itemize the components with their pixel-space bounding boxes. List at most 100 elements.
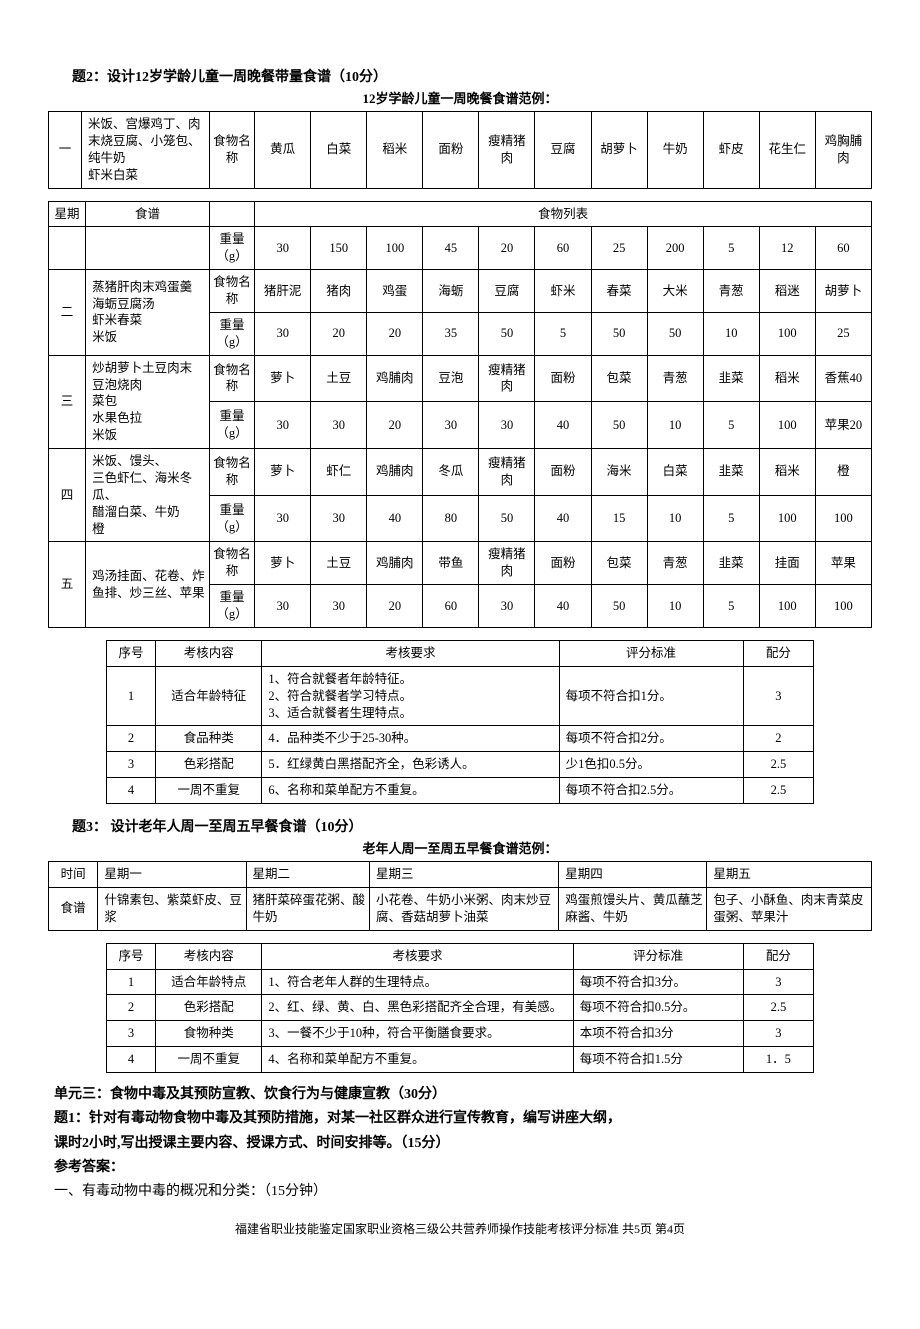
menu-cell: 包子、小酥鱼、肉末青菜皮蛋粥、苹果汁 [707, 887, 872, 930]
food-cell: 瘦精猪肉 [479, 112, 535, 189]
food-cell: 萝卜 [255, 355, 311, 402]
score-cell: 一周不重复 [156, 1047, 262, 1073]
weight-cell: 30 [255, 495, 311, 542]
table-row: 二蒸猪肝肉末鸡蛋羹 海蛎豆腐汤 虾米春菜 米饭食物名称猪肝泥猪肉鸡蛋海蛎豆腐虾米… [49, 270, 872, 313]
q3-title: 题3： 设计老年人周一至周五早餐食谱（10分） [72, 816, 872, 836]
score-cell: 每项不符合扣0.5分。 [573, 995, 743, 1021]
day-cell: 三 [49, 355, 86, 448]
score-cell: 适合年龄特征 [156, 666, 262, 726]
weight-cell: 20 [367, 312, 423, 355]
food-cell: 虾仁 [311, 449, 367, 496]
th: 星期一 [98, 862, 246, 888]
score-cell: 3 [743, 969, 814, 995]
score-cell: 5．红绿黄白黑搭配齐全，色彩诱人。 [262, 752, 559, 778]
weight-label: 重量（g） [209, 227, 254, 270]
th: 考核内容 [156, 640, 262, 666]
th: 考核要求 [262, 640, 559, 666]
food-cell: 稻米 [759, 449, 815, 496]
weight-cell: 20 [311, 312, 367, 355]
score-cell: 色彩搭配 [156, 995, 262, 1021]
food-cell: 花生仁 [759, 112, 815, 189]
food-cell: 稻米 [759, 355, 815, 402]
table-header-row: 星期 食谱 食物列表 [49, 201, 872, 227]
food-cell: 海米 [591, 449, 647, 496]
weight-cell: 100 [759, 312, 815, 355]
empty-cell [49, 227, 86, 270]
q2-title: 题2：设计12岁学龄儿童一周晚餐带量食谱（10分） [72, 66, 872, 86]
weight-cell: 100 [815, 585, 871, 628]
menu-cell: 猪肝菜碎蛋花粥、酸牛奶 [246, 887, 369, 930]
weight-cell: 苹果20 [815, 402, 871, 449]
food-cell: 豆腐 [479, 270, 535, 313]
weight-cell: 40 [535, 495, 591, 542]
weight-cell: 100 [367, 227, 423, 270]
weight-cell: 20 [367, 402, 423, 449]
food-cell: 青葱 [647, 542, 703, 585]
food-cell: 面粉 [535, 355, 591, 402]
food-cell: 萝卜 [255, 449, 311, 496]
table-row: 四米饭、馒头、 三色虾仁、海米冬瓜、 醋溜白菜、牛奶 橙食物名称萝卜虾仁鸡脯肉冬… [49, 449, 872, 496]
food-cell: 豆腐 [535, 112, 591, 189]
food-cell: 黄瓜 [255, 112, 311, 189]
q3-subtitle: 老年人周一至周五早餐食谱范例： [48, 838, 872, 857]
table-row: 2色彩搭配2、红、绿、黄、白、黑色彩搭配齐全合理，有美感。每项不符合扣0.5分。… [106, 995, 814, 1021]
weight-cell: 100 [815, 495, 871, 542]
weight-cell: 30 [255, 402, 311, 449]
food-cell: 稻迷 [759, 270, 815, 313]
food-cell: 萝卜 [255, 542, 311, 585]
score-cell: 1 [106, 666, 156, 726]
food-cell: 白菜 [311, 112, 367, 189]
score-cell: 少1色扣0.5分。 [559, 752, 743, 778]
score-cell: 每项不符合扣2.5分。 [559, 778, 743, 804]
table-row: 2食品种类4．品种类不少于25-30种。每项不符合扣2分。2 [106, 726, 814, 752]
weight-cell: 25 [591, 227, 647, 270]
weight-cell: 20 [479, 227, 535, 270]
food-cell: 虾米 [535, 270, 591, 313]
menu-cell: 小花卷、牛奶小米粥、肉末炒豆腐、香菇胡萝卜油菜 [369, 887, 558, 930]
weight-cell: 30 [311, 585, 367, 628]
food-cell: 稻米 [367, 112, 423, 189]
weight-cell: 50 [591, 312, 647, 355]
recipe-cell: 米饭、馒头、 三色虾仁、海米冬瓜、 醋溜白菜、牛奶 橙 [86, 449, 210, 542]
score-cell: 每项不符合扣3分。 [573, 969, 743, 995]
empty-cell [86, 227, 210, 270]
food-cell: 韭菜 [703, 449, 759, 496]
table-header-row: 序号 考核内容 考核要求 评分标准 配分 [106, 943, 814, 969]
weight-cell: 10 [647, 495, 703, 542]
food-cell: 鸡脯肉 [367, 449, 423, 496]
page-footer: 福建省职业技能鉴定国家职业资格三级公共营养师操作技能考核评分标准 共5页 第4页 [48, 1220, 872, 1237]
food-cell: 青葱 [703, 270, 759, 313]
weight-cell: 35 [423, 312, 479, 355]
label-cell: 食物名称 [209, 542, 254, 585]
food-cell: 韭菜 [703, 542, 759, 585]
unit3-q1b: 课时2小时,写出授课主要内容、授课方式、时间安排等。（15分） [54, 1134, 872, 1154]
weight-label: 重量（g） [209, 585, 254, 628]
food-cell: 韭菜 [703, 355, 759, 402]
score-cell: 2、红、绿、黄、白、黑色彩搭配齐全合理，有美感。 [262, 995, 573, 1021]
th: 评分标准 [573, 943, 743, 969]
weight-cell: 100 [759, 402, 815, 449]
table-row: 4一周不重复6、名称和菜单配方不重复。每项不符合扣2.5分。2.5 [106, 778, 814, 804]
score-cell: 适合年龄特点 [156, 969, 262, 995]
th: 星期五 [707, 862, 872, 888]
weight-cell: 50 [479, 495, 535, 542]
weight-cell: 30 [479, 585, 535, 628]
food-cell: 豆泡 [423, 355, 479, 402]
table-row: 食谱 什锦素包、紫菜虾皮、豆浆 猪肝菜碎蛋花粥、酸牛奶 小花卷、牛奶小米粥、肉末… [49, 887, 872, 930]
food-cell: 胡萝卜 [815, 270, 871, 313]
th: 星期二 [246, 862, 369, 888]
table-header-row: 序号 考核内容 考核要求 评分标准 配分 [106, 640, 814, 666]
score-cell: 4 [106, 778, 156, 804]
recipe-cell: 蒸猪肝肉末鸡蛋羹 海蛎豆腐汤 虾米春菜 米饭 [86, 270, 210, 356]
table-row: 4一周不重复4、名称和菜单配方不重复。每项不符合扣1.5分1．5 [106, 1047, 814, 1073]
day-cell: 二 [49, 270, 86, 356]
food-cell: 冬瓜 [423, 449, 479, 496]
weight-cell: 200 [647, 227, 703, 270]
weight-cell: 30 [423, 402, 479, 449]
weight-cell: 60 [423, 585, 479, 628]
weight-cell: 12 [759, 227, 815, 270]
weight-cell: 10 [703, 312, 759, 355]
weight-cell: 5 [703, 495, 759, 542]
score-cell: 食品种类 [156, 726, 262, 752]
weight-cell: 30 [255, 312, 311, 355]
